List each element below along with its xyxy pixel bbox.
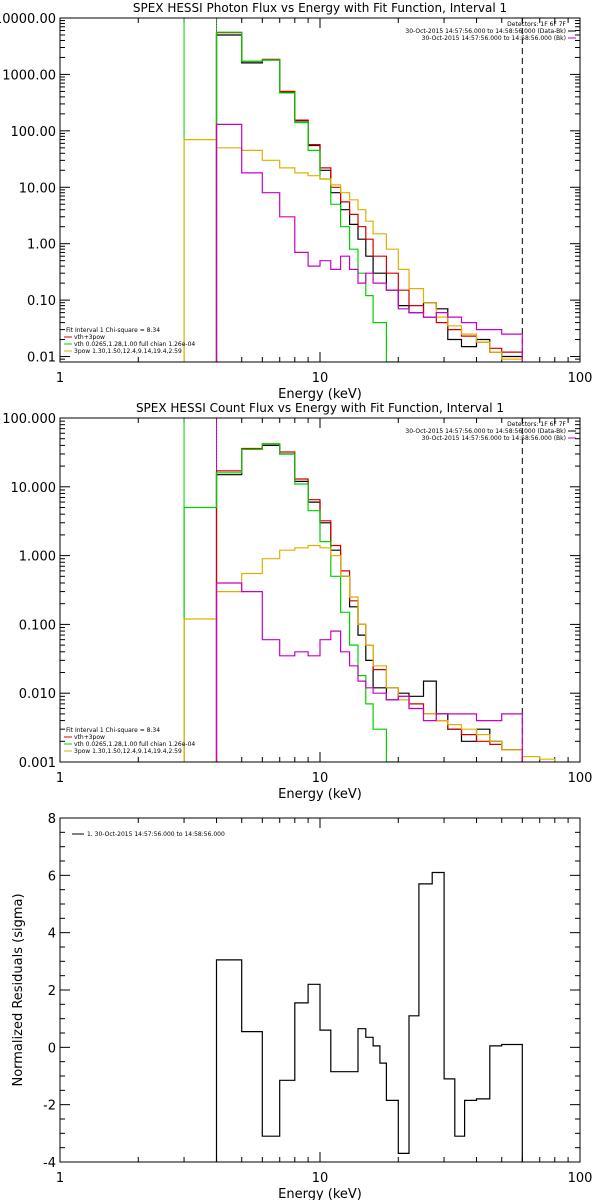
series-line-1 — [215, 871, 523, 1162]
plot-area — [215, 871, 523, 1162]
y-tick-label: 10.00 — [19, 181, 56, 196]
info-line: 30-Oct-2015 14:57:56.000 to 14:58:56.000… — [405, 28, 566, 35]
y-tick-label: -2 — [43, 1099, 56, 1114]
y-tick-label: 0.001 — [19, 756, 56, 771]
info-line: Detectors: 1F 6F 7F — [507, 421, 566, 428]
x-tick-label: 1 — [56, 1171, 64, 1186]
x-tick-label: 100 — [568, 771, 593, 786]
chart-title: SPEX HESSI Photon Flux vs Energy with Fi… — [133, 1, 507, 15]
fit-legend-line: vth+3pow — [74, 334, 105, 341]
x-axis-label: Energy (keV) — [278, 1187, 362, 1200]
y-tick-label: 0.01 — [27, 351, 56, 366]
fit-legend-line: vth+3pow — [74, 734, 105, 741]
x-tick-label: 100 — [568, 371, 593, 386]
y-tick-label: 2 — [48, 984, 56, 999]
x-tick-label: 10 — [312, 1171, 329, 1186]
y-tick-label: 100.00 — [11, 125, 57, 140]
y-axis-label: Normalized Residuals (sigma) — [11, 893, 26, 1086]
series-line-1 — [215, 34, 523, 362]
y-tick-label: 100.000 — [2, 412, 56, 427]
x-tick-label: 100 — [568, 1171, 593, 1186]
y-tick-label: 0.10 — [27, 294, 56, 309]
x-tick-label: 10 — [312, 371, 329, 386]
x-tick-label: 10 — [312, 771, 329, 786]
series-line-3 — [215, 31, 399, 362]
y-tick-label: 10000.00 — [0, 12, 56, 27]
y-tick-label: 1.00 — [27, 238, 56, 253]
y-tick-label: -4 — [43, 1156, 56, 1171]
series-line-5 — [215, 123, 523, 362]
fit-legend-line: 3pow 1.30,1.50,12.4,9.14,19.4,2.59 — [74, 748, 182, 755]
y-tick-label: 1000.00 — [2, 68, 56, 83]
x-tick-label: 1 — [56, 771, 64, 786]
series-line-4 — [183, 139, 523, 362]
plot-area — [183, 18, 523, 362]
x-tick-label: 1 — [56, 371, 64, 386]
info-line: 30-Oct-2015 14:57:56.000 to 14:58:56.000… — [405, 428, 566, 435]
series-line-2 — [215, 32, 523, 362]
plot-area — [183, 418, 556, 762]
info-line: 30-Oct-2015 14:57:56.000 to 14:58:56.000… — [422, 35, 566, 42]
plot-frame — [59, 417, 581, 763]
series-line-4 — [183, 544, 556, 762]
y-tick-label: 0.100 — [19, 618, 56, 633]
fit-legend-line: vth 0.0265,1.28,1.00 full chian 1.26e-04 — [74, 341, 195, 348]
fit-legend-line: Fit Interval 1 Chi-square = 8.34 — [66, 327, 160, 334]
legend-label: 1. 30-Oct-2015 14:57:56.000 to 14:58:56.… — [87, 831, 225, 838]
plot-frame — [59, 17, 581, 363]
y-tick-label: 0.010 — [19, 687, 56, 702]
y-tick-label: 0 — [48, 1041, 56, 1056]
series-line-3 — [183, 443, 399, 762]
series-line-5 — [215, 582, 523, 762]
chart-panel-1: SPEX HESSI Photon Flux vs Energy with Fi… — [0, 1, 592, 402]
y-tick-label: 1.000 — [19, 550, 56, 565]
x-axis-label: Energy (keV) — [278, 787, 362, 802]
fit-legend-line: 3pow 1.30,1.50,12.4,9.14,19.4,2.59 — [74, 348, 182, 355]
y-tick-label: 10.000 — [11, 481, 57, 496]
y-tick-label: 4 — [48, 927, 56, 942]
fit-legend-line: Fit Interval 1 Chi-square = 8.34 — [66, 727, 160, 734]
y-tick-label: 8 — [48, 812, 56, 827]
chart-title: SPEX HESSI Count Flux vs Energy with Fit… — [136, 401, 504, 415]
info-line: 30-Oct-2015 14:57:56.000 to 14:58:56.000… — [422, 435, 566, 442]
chart-panel-2: SPEX HESSI Count Flux vs Energy with Fit… — [2, 401, 592, 802]
plot-frame — [59, 817, 581, 1163]
chart-panel-3: 1 10 100 Energy (keV) -4 -2 0 2 4 6 8 Normalized Re… — [11, 812, 592, 1200]
fit-legend-line: vth 0.0265,1.28,1.00 full chian 1.26e-04 — [74, 741, 195, 748]
x-axis-label: Energy (keV) — [278, 387, 362, 402]
y-tick-label: 6 — [48, 869, 56, 884]
info-line: Detectors: 1F 6F 7F — [507, 21, 566, 28]
